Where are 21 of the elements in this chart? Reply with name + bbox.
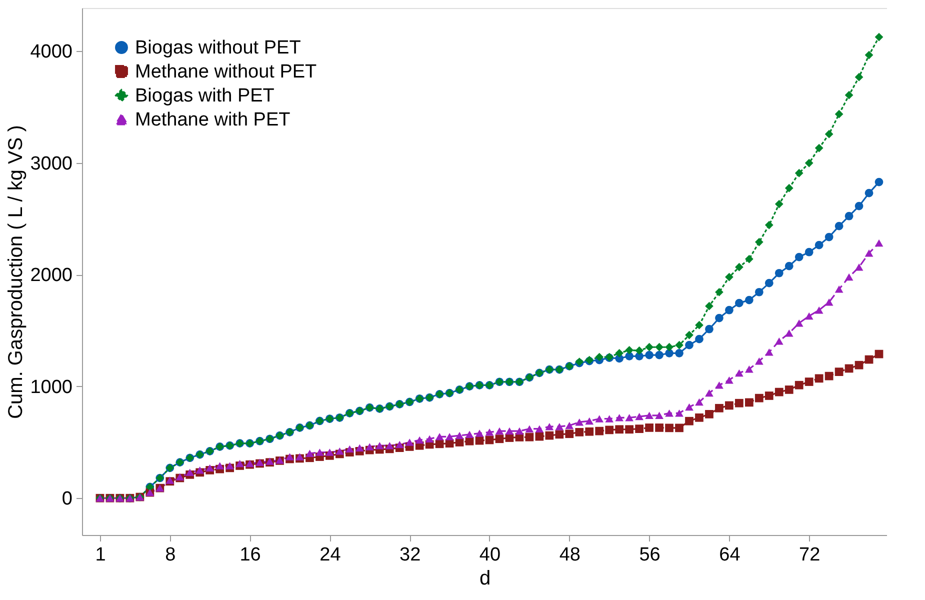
x-tick-label: 64 — [719, 544, 741, 566]
y-tick-label: 4000 — [30, 42, 72, 63]
x-tick-label: 40 — [479, 544, 501, 566]
y-tick-label: 0 — [62, 488, 72, 510]
legend-label: Methane without PET — [135, 62, 318, 82]
x-tick-label: 1 — [95, 544, 106, 566]
x-tick-label: 32 — [400, 544, 421, 566]
x-tick-label: 8 — [165, 544, 176, 566]
legend-label: Biogas without PET — [135, 38, 302, 58]
x-tick-label: 24 — [320, 544, 342, 566]
x-tick-label: 16 — [240, 544, 261, 566]
y-tick-label: 1000 — [30, 376, 72, 398]
y-tick-label: 2000 — [30, 265, 72, 286]
x-axis-title: d — [479, 568, 491, 590]
x-tick-label: 72 — [799, 544, 820, 566]
y-axis-title: Cum. Gasproduction ( L / kg VS ) — [5, 125, 28, 419]
legend-label: Methane with PET — [135, 110, 291, 130]
legend-label: Biogas with PET — [135, 86, 275, 106]
y-tick-label: 3000 — [30, 153, 72, 174]
x-tick-label: 48 — [559, 544, 580, 566]
x-tick-label: 56 — [639, 544, 660, 566]
